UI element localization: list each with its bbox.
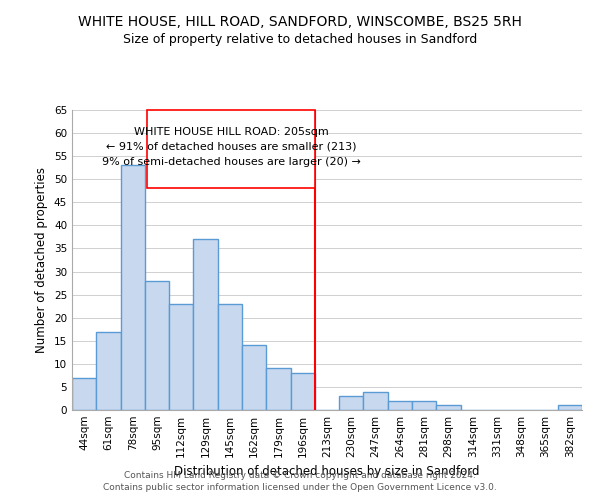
Bar bbox=[121, 166, 145, 410]
Bar bbox=[339, 396, 364, 410]
Text: Size of property relative to detached houses in Sandford: Size of property relative to detached ho… bbox=[123, 32, 477, 46]
Bar bbox=[558, 406, 582, 410]
Text: Contains HM Land Registry data © Crown copyright and database right 2024.
Contai: Contains HM Land Registry data © Crown c… bbox=[103, 471, 497, 492]
Bar bbox=[72, 378, 96, 410]
Bar bbox=[169, 304, 193, 410]
Bar bbox=[412, 401, 436, 410]
Text: WHITE HOUSE, HILL ROAD, SANDFORD, WINSCOMBE, BS25 5RH: WHITE HOUSE, HILL ROAD, SANDFORD, WINSCO… bbox=[78, 15, 522, 29]
Bar bbox=[218, 304, 242, 410]
Bar bbox=[364, 392, 388, 410]
FancyBboxPatch shape bbox=[147, 110, 315, 188]
Bar bbox=[193, 239, 218, 410]
Bar bbox=[290, 373, 315, 410]
Text: WHITE HOUSE HILL ROAD: 205sqm
← 91% of detached houses are smaller (213)
9% of s: WHITE HOUSE HILL ROAD: 205sqm ← 91% of d… bbox=[101, 127, 361, 166]
Bar bbox=[242, 346, 266, 410]
Bar bbox=[145, 281, 169, 410]
Bar bbox=[436, 406, 461, 410]
Y-axis label: Number of detached properties: Number of detached properties bbox=[35, 167, 49, 353]
Bar bbox=[96, 332, 121, 410]
Bar bbox=[266, 368, 290, 410]
Bar bbox=[388, 401, 412, 410]
X-axis label: Distribution of detached houses by size in Sandford: Distribution of detached houses by size … bbox=[174, 466, 480, 478]
